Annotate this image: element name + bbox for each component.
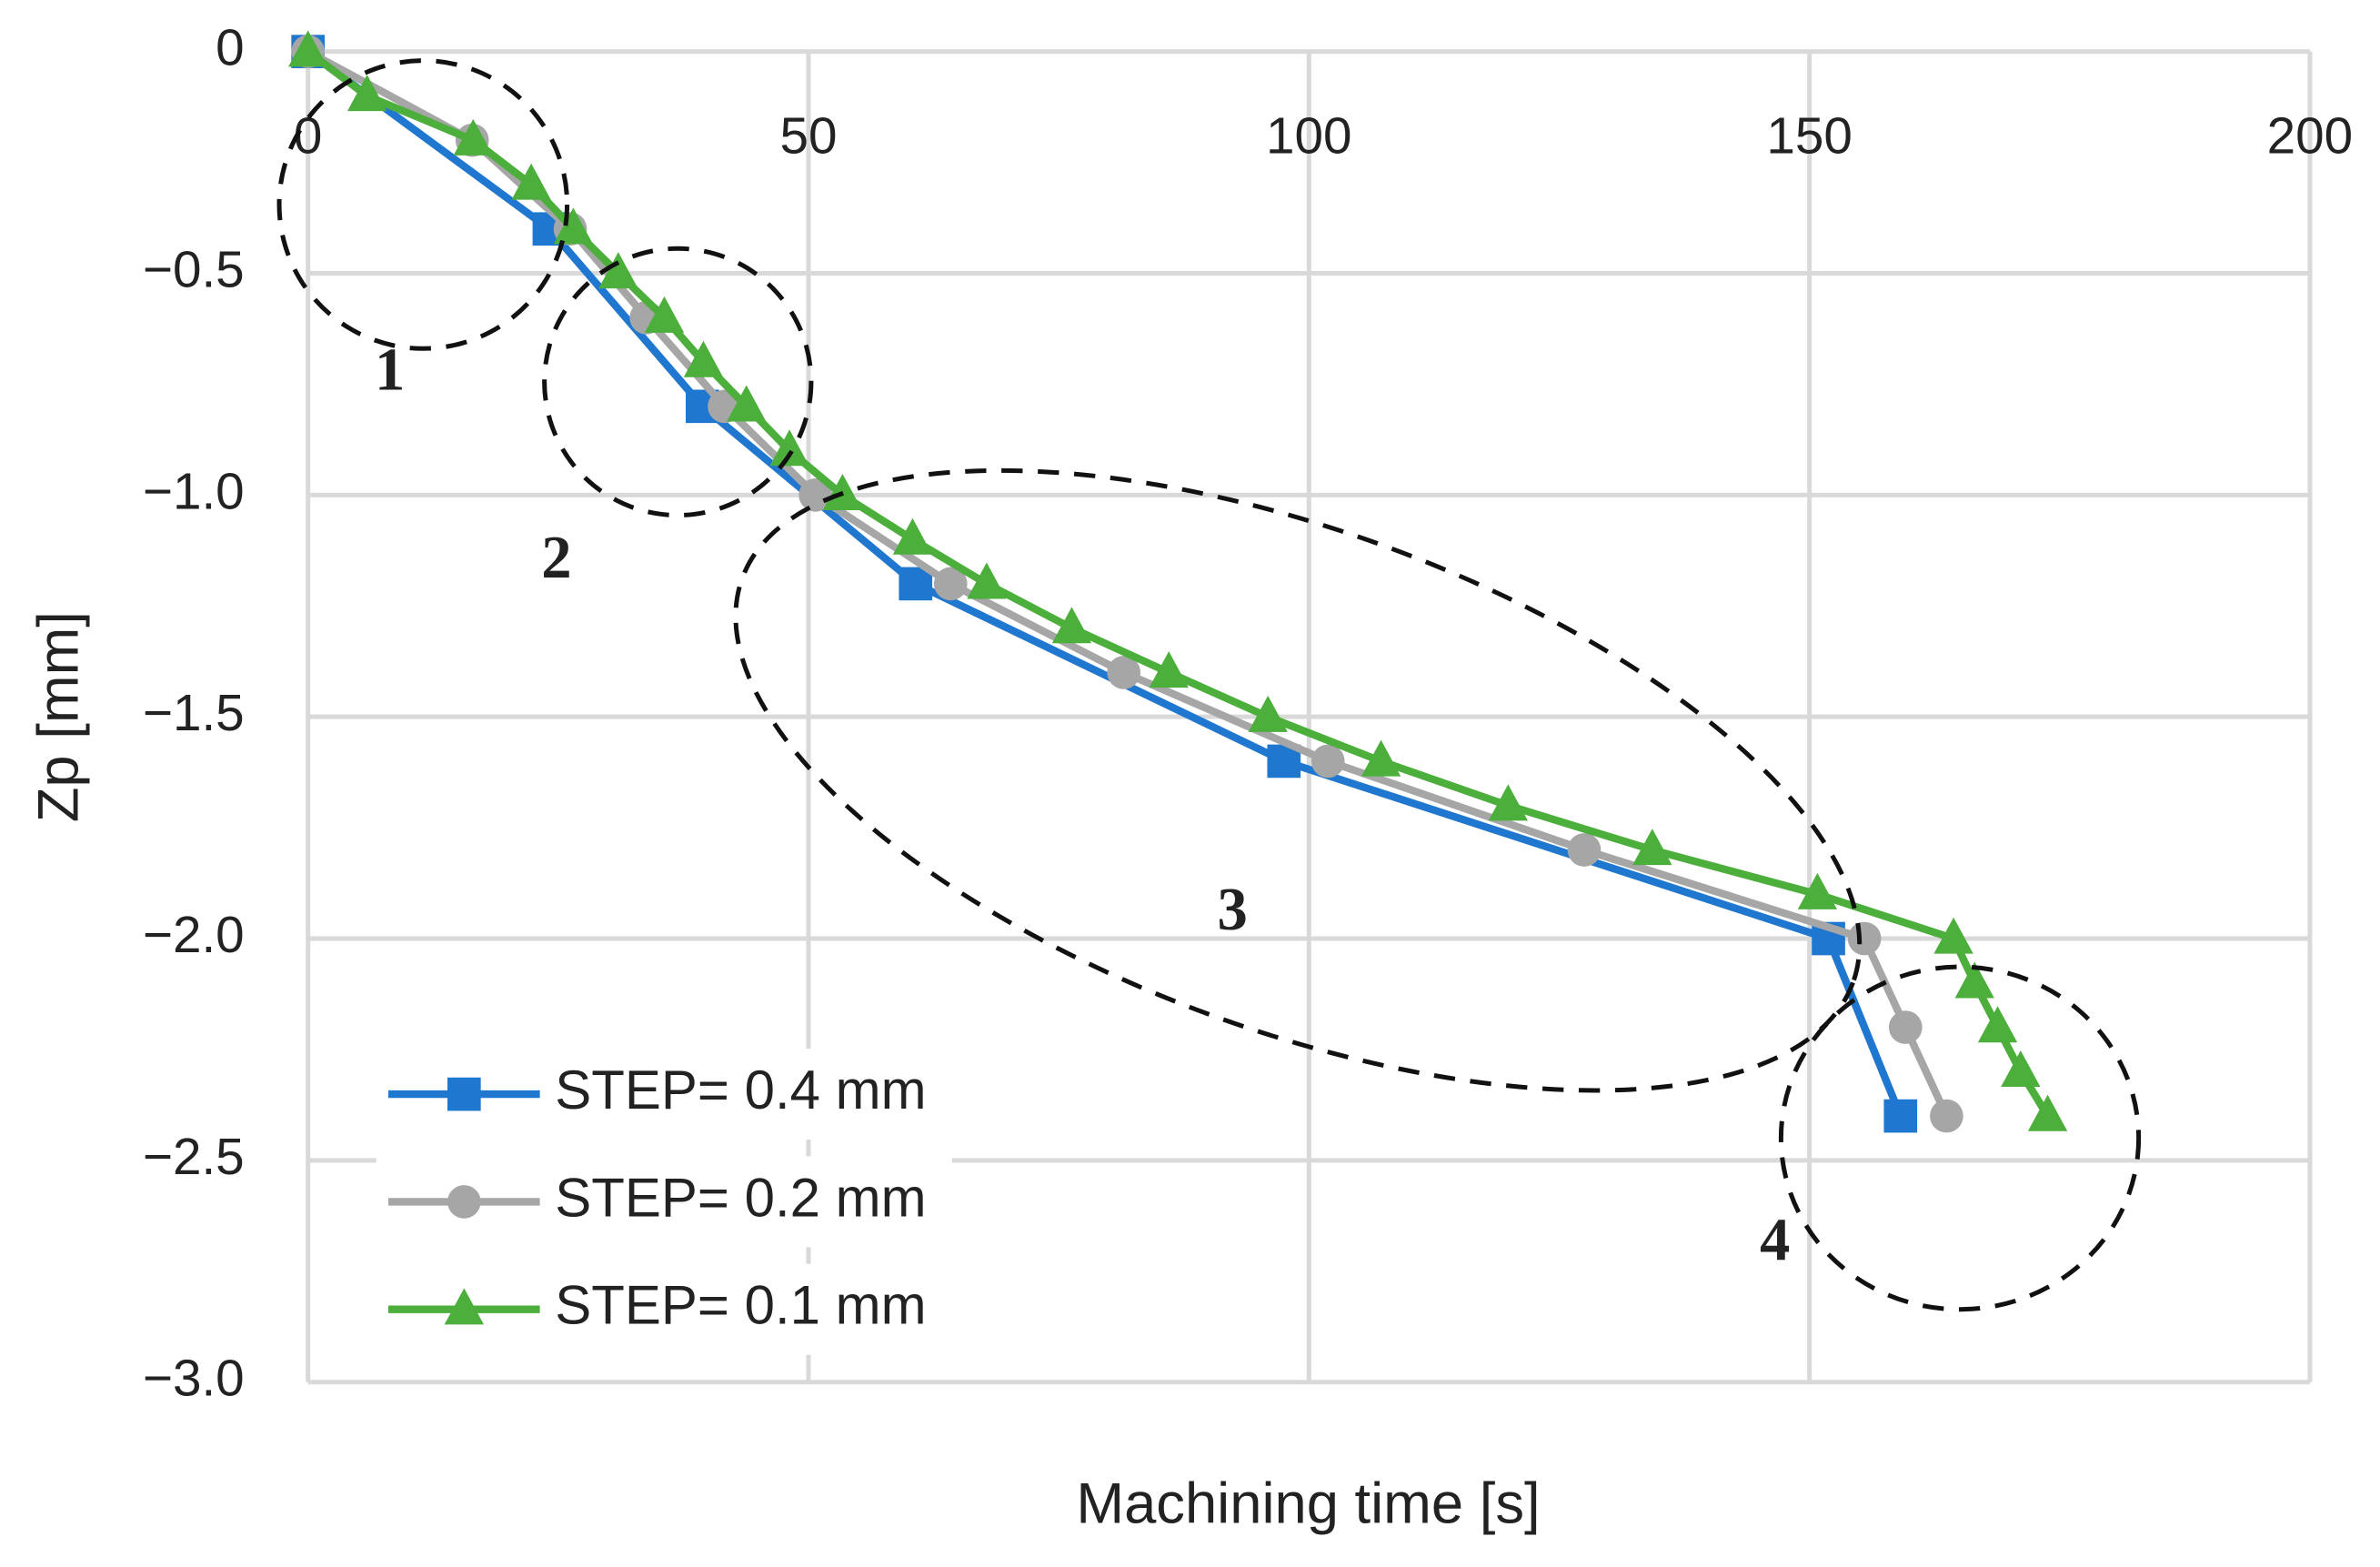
marker [1567,833,1602,867]
marker [933,567,968,601]
marker [444,1288,484,1325]
marker [1847,921,1882,956]
marker [1930,1099,1963,1133]
marker [1051,607,1092,644]
marker [1488,784,1528,821]
marker [447,1185,481,1219]
marker [1248,695,1288,732]
annotation-ellipse [542,246,814,518]
marker [1361,739,1401,777]
legend-label: STEP= 0.4 mm [555,1060,926,1120]
marker [1933,917,1973,954]
y-tick-label: −2.0 [143,907,245,964]
marker [683,340,724,377]
marker [598,252,638,289]
marker [1107,656,1141,689]
marker [447,1077,481,1111]
plot [288,30,2068,1133]
marker [1977,1006,2018,1043]
marker [1149,651,1189,688]
x-tick-label: 200 [2267,107,2354,165]
annotation-ellipse [1778,964,2142,1312]
marker [892,517,933,555]
y-tick-label: −2.5 [143,1129,245,1186]
y-tick-label: −1.0 [143,463,245,520]
grid: −3.0−2.5−2.0−1.5−1.0−0.500 50 100 150 200 [143,20,2353,1408]
y-axis-label: Zp [mm] [26,611,90,822]
y-tick-label: −1.5 [143,685,245,742]
annotation: 3 [1217,877,1247,943]
marker [288,30,328,67]
marker [899,567,933,601]
marker [1954,961,1994,999]
marker [1883,1099,1918,1133]
marker [511,163,551,200]
y-tick-label: 0 [216,20,245,77]
marker [967,562,1007,599]
marker [1888,1010,1923,1044]
marker [727,385,767,422]
marker [1311,744,1345,778]
annotation: 2 [541,525,571,591]
marker [2001,1050,2041,1087]
marker [346,75,387,112]
marker [769,429,809,467]
marker [453,118,493,156]
marker [798,478,833,512]
x-tick-label: 50 [779,107,837,165]
annotation-ellipse [733,467,1863,1093]
y-tick-label: −3.0 [143,1351,245,1408]
marker [1797,872,1838,909]
marker [644,296,685,333]
x-tick-label: 150 [1766,107,1853,165]
marker [2027,1094,2068,1131]
annotation: 4 [1760,1207,1790,1273]
annotation: 1 [375,337,405,404]
x-axis-label: Machining time [s] [1076,1472,1540,1536]
legend-label: STEP= 0.1 mm [555,1275,926,1336]
marker [553,207,594,245]
x-tick-label: 100 [1266,107,1352,165]
annotation-ellipse [276,58,570,351]
legend-label: STEP= 0.2 mm [555,1167,926,1228]
marker [1632,829,1672,866]
y-tick-label: −0.5 [143,241,245,298]
